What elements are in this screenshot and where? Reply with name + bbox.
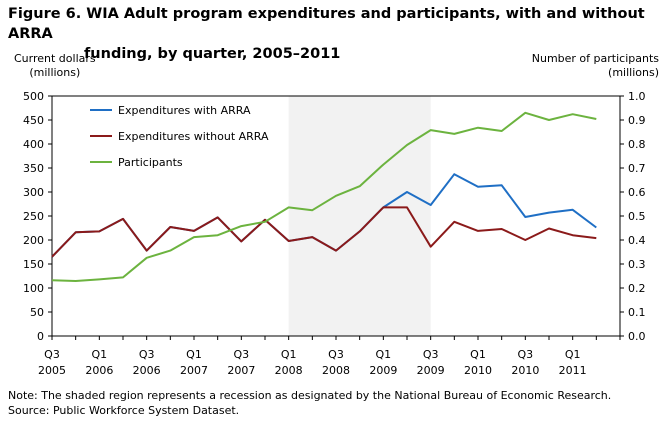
legend-label-2: Expenditures without ARRA: [118, 130, 269, 143]
left-y-tick-label: 100: [23, 282, 44, 295]
x-tick-label-year: 2008: [275, 364, 303, 377]
source-text: Source: Public Workforce System Dataset.: [8, 404, 240, 417]
series-line-3: [51, 111, 597, 282]
left-axis-title: Current dollars (millions): [14, 52, 96, 80]
x-tick-label-quarter: Q1: [470, 348, 486, 361]
left-y-tick-label: 250: [23, 210, 44, 223]
x-tick-label-quarter: Q3: [423, 348, 439, 361]
x-tick-label-quarter: Q1: [186, 348, 202, 361]
figure-notes: Note: The shaded region represents a rec…: [8, 388, 611, 418]
figure-title: Figure 6. WIA Adult program expenditures…: [8, 4, 658, 64]
x-tick-label-year: 2009: [369, 364, 397, 377]
left-y-tick-label: 0: [37, 330, 44, 343]
right-axis-title-line2: (millions): [608, 66, 659, 79]
x-tick-label-year: 2005: [38, 364, 66, 377]
recession-shade: [288, 96, 431, 336]
right-y-tick-label: 0.5: [628, 210, 646, 223]
left-y-tick-label: 200: [23, 234, 44, 247]
right-y-tick-label: 0.2: [628, 282, 646, 295]
x-tick-label-quarter: Q1: [565, 348, 581, 361]
right-axis-title: Number of participants (millions): [532, 52, 659, 80]
left-y-tick-label: 450: [23, 114, 44, 127]
x-tick-label-year: 2010: [464, 364, 492, 377]
legend-label-1: Expenditures with ARRA: [118, 104, 251, 117]
right-y-tick-label: 0.3: [628, 258, 646, 271]
left-axis-title-line2: (millions): [29, 66, 81, 79]
figure-title-line1: Figure 6. WIA Adult program expenditures…: [8, 6, 645, 42]
right-y-tick-label: 0.8: [628, 138, 646, 151]
left-y-tick-label: 500: [23, 90, 44, 103]
right-y-tick-label: 0.9: [628, 114, 646, 127]
left-y-tick-label: 400: [23, 138, 44, 151]
x-tick-label-year: 2006: [85, 364, 113, 377]
series-line-2: [51, 206, 597, 258]
left-y-tick-label: 300: [23, 186, 44, 199]
right-y-tick-label: 0.1: [628, 306, 646, 319]
x-tick-label-year: 2007: [180, 364, 208, 377]
note-text: Note: The shaded region represents a rec…: [8, 389, 612, 402]
left-y-tick-label: 350: [23, 162, 44, 175]
x-tick-label-quarter: Q3: [44, 348, 60, 361]
right-y-tick-label: 1.0: [628, 90, 646, 103]
figure-title-line2: funding, by quarter, 2005–2011: [84, 46, 341, 62]
left-y-tick-label: 150: [23, 258, 44, 271]
x-tick-label-year: 2007: [227, 364, 255, 377]
x-tick-label-quarter: Q3: [328, 348, 344, 361]
right-axis-title-line1: Number of participants: [531, 52, 659, 65]
x-tick-label-quarter: Q3: [139, 348, 155, 361]
right-y-tick-label: 0.7: [628, 162, 646, 175]
x-tick-label-year: 2008: [322, 364, 350, 377]
x-tick-label-quarter: Q1: [281, 348, 297, 361]
x-tick-label-quarter: Q3: [233, 348, 249, 361]
left-y-tick-label: 50: [30, 306, 44, 319]
x-tick-label-quarter: Q3: [517, 348, 533, 361]
left-axis-title-line1: Current dollars: [14, 52, 96, 65]
legend-label-3: Participants: [118, 156, 183, 169]
x-tick-label-year: 2011: [559, 364, 587, 377]
right-y-tick-label: 0.4: [628, 234, 646, 247]
x-tick-label-quarter: Q1: [375, 348, 391, 361]
x-tick-label-year: 2009: [417, 364, 445, 377]
right-y-tick-label: 0.6: [628, 186, 646, 199]
x-tick-label-year: 2010: [511, 364, 539, 377]
x-tick-label-quarter: Q1: [91, 348, 107, 361]
right-y-tick-label: 0.0: [628, 330, 646, 343]
x-tick-label-year: 2006: [133, 364, 161, 377]
